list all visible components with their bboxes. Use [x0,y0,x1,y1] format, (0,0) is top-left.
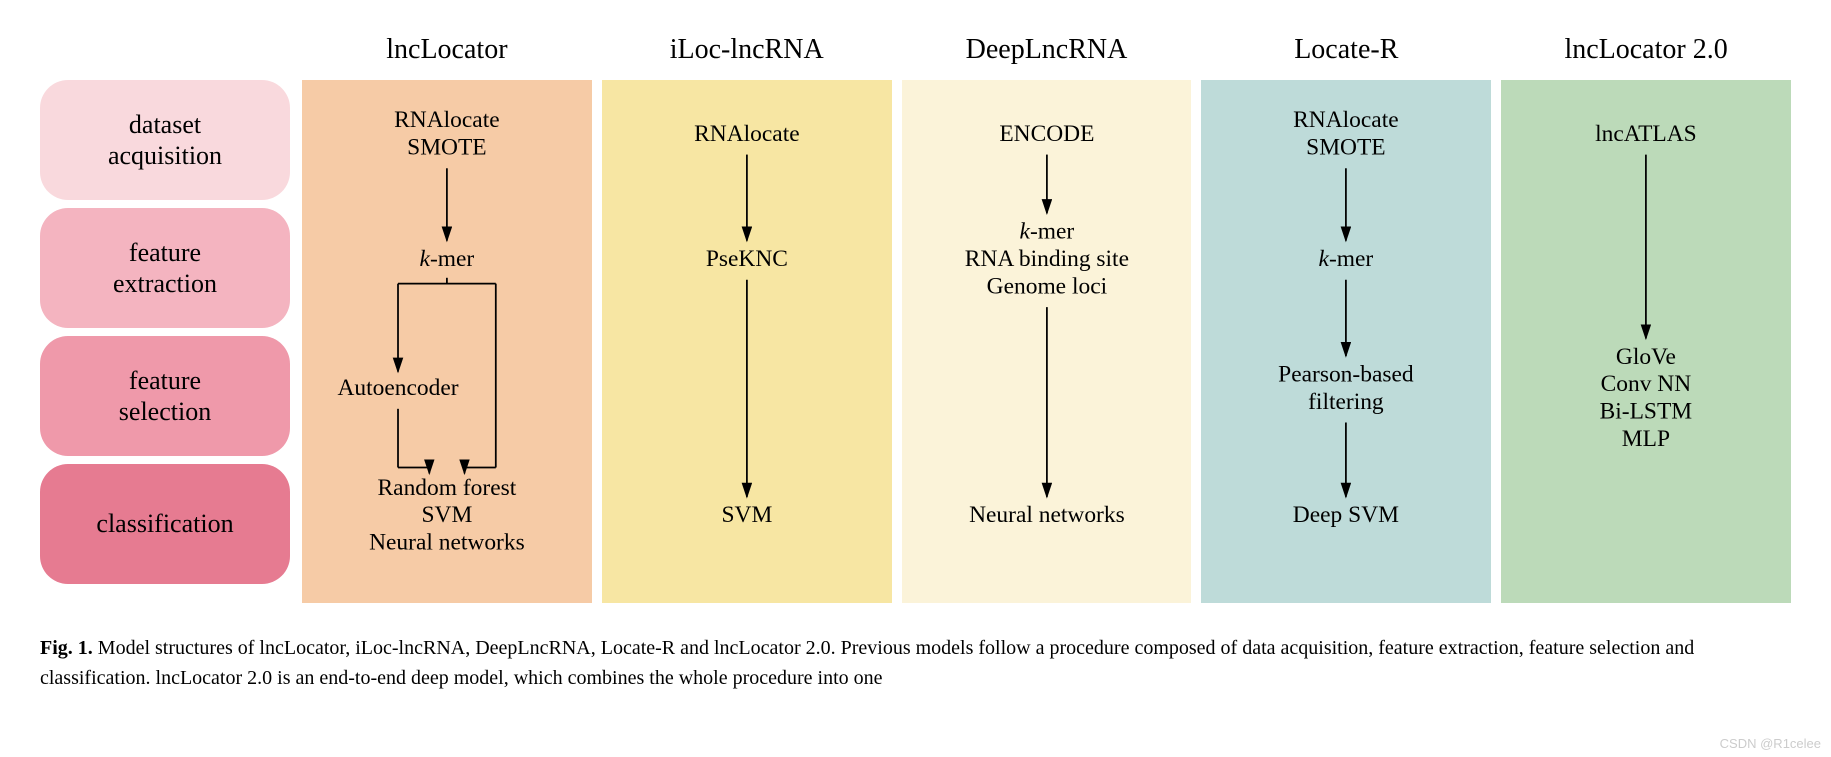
svg-text:GloVe: GloVe [1616,344,1676,370]
svg-text:Deep SVM: Deep SVM [1293,502,1399,528]
svg-text:ENCODE: ENCODE [999,121,1094,147]
svg-text:SMOTE: SMOTE [1307,135,1387,161]
svg-text:Autoencoder: Autoencoder [337,375,458,401]
svg-text:SVM: SVM [421,502,472,528]
svg-text:SMOTE: SMOTE [407,135,487,161]
svg-text:k-mer: k-mer [420,246,475,272]
svg-text:SVM: SVM [721,502,772,528]
svg-text:Genome loci: Genome loci [986,273,1107,299]
model-column: iLoc-lncRNA RNAlocate PseKNC SVM [602,20,892,603]
row-label: featureselection [40,336,290,456]
model-structures-diagram: datasetacquisitionfeatureextractionfeatu… [40,20,1791,603]
svg-text:lncATLAS: lncATLAS [1595,121,1697,147]
row-label: datasetacquisition [40,80,290,200]
svg-text:RNAlocate: RNAlocate [1294,107,1400,133]
row-label: featureextraction [40,208,290,328]
column-body: RNAlocateSMOTE k-mer Autoencoder Random for… [302,80,592,603]
svg-text:Neural networks: Neural networks [969,502,1125,528]
svg-text:k-mer: k-mer [1319,246,1374,272]
caption-label: Fig. 1. [40,637,93,659]
column-header: Locate-R [1201,20,1491,80]
svg-text:k-mer: k-mer [1019,219,1074,245]
svg-text:Bi-LSTM: Bi-LSTM [1600,399,1693,425]
svg-text:Pearson-based: Pearson-based [1279,361,1415,387]
column-body: RNAlocate PseKNC SVM [602,80,892,603]
svg-text:MLP: MLP [1622,426,1670,452]
column-header: lncLocator 2.0 [1501,20,1791,80]
svg-text:Random forest: Random forest [378,475,517,501]
model-columns: lncLocator RNAlocateSMOTEk-merAutoencode… [302,20,1791,603]
row-labels-column: datasetacquisitionfeatureextractionfeatu… [40,20,290,603]
column-header: iLoc-lncRNA [602,20,892,80]
watermark: CSDN @R1celee [1720,736,1821,751]
column-header: lncLocator [302,20,592,80]
svg-text:RNAlocate: RNAlocate [394,107,500,133]
caption-text: Model structures of lncLocator, iLoc-lnc… [40,637,1694,689]
model-column: lncLocator 2.0 lncATLAS GloVeConv NNBi-LS… [1501,20,1791,603]
column-body: lncATLAS GloVeConv NNBi-LSTMMLP [1501,80,1791,603]
svg-text:RNA binding site: RNA binding site [964,246,1128,272]
model-column: DeepLncRNA ENCODE k-merRNA binding siteGe… [902,20,1192,603]
svg-text:RNAlocate: RNAlocate [694,121,800,147]
row-label: classification [40,464,290,584]
model-column: lncLocator RNAlocateSMOTE k-mer Autoencode… [302,20,592,603]
model-column: Locate-R RNAlocateSMOTE k-mer Pearson-base… [1201,20,1491,603]
svg-text:Neural networks: Neural networks [369,530,525,556]
svg-text:Conv NN: Conv NN [1601,371,1692,397]
svg-text:filtering: filtering [1309,389,1385,415]
svg-text:PseKNC: PseKNC [706,246,788,272]
column-body: ENCODE k-merRNA binding siteGenome loci Ne… [902,80,1192,603]
column-header: DeepLncRNA [902,20,1192,80]
figure-caption: Fig. 1. Model structures of lncLocator, … [40,633,1790,693]
column-body: RNAlocateSMOTE k-mer Pearson-basedfilterin… [1201,80,1491,603]
